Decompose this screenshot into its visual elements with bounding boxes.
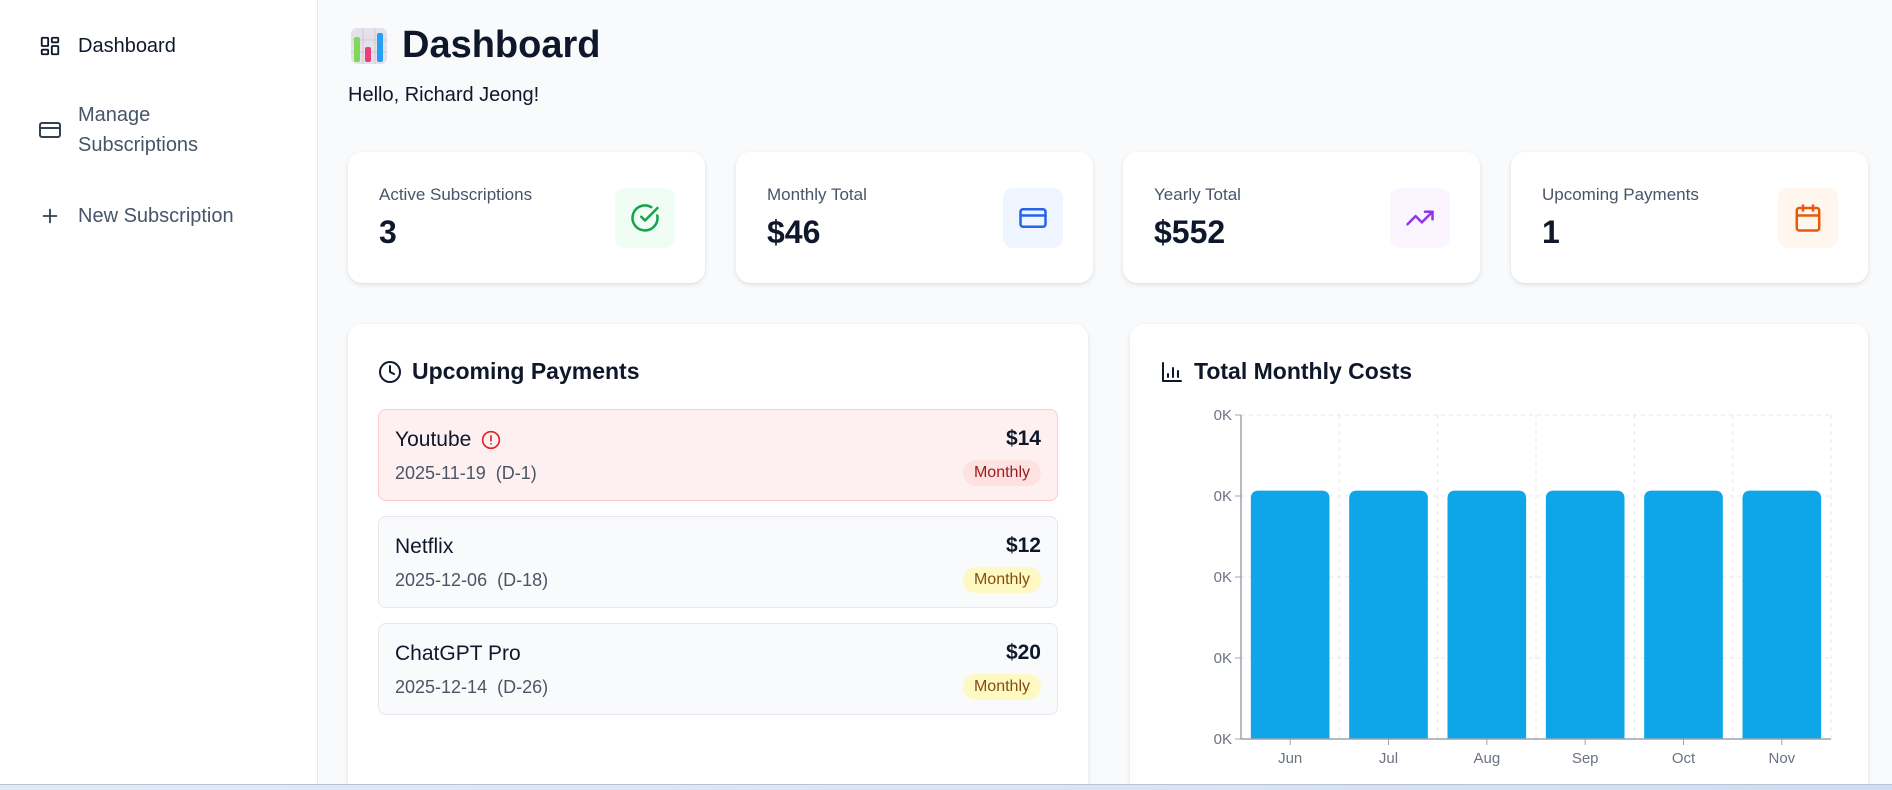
svg-text:0K: 0K: [1214, 569, 1232, 586]
stat-label: Monthly Total: [767, 185, 867, 204]
alert-circle-icon: [481, 430, 501, 450]
payment-date: 2025-12-14 (D-26): [395, 677, 549, 697]
payment-item-chatgpt-pro[interactable]: ChatGPT Pro 2025-12-14 (D-26) $20 Monthl…: [378, 623, 1058, 715]
trending-up-icon: [1390, 188, 1450, 248]
taskbar-edge: [0, 784, 1892, 790]
billing-cycle-badge: Monthly: [962, 674, 1041, 700]
stat-value: 1: [1542, 214, 1560, 250]
svg-text:0K: 0K: [1214, 407, 1232, 424]
calendar-icon: [1778, 188, 1838, 248]
sidebar-item-label: Manage Subscriptions: [78, 104, 199, 156]
payment-item-netflix[interactable]: Netflix 2025-12-06 (D-18) $12 Monthly: [378, 516, 1058, 608]
svg-text:Aug: Aug: [1473, 750, 1500, 767]
stat-card-yearly-total: Yearly Total $552: [1123, 152, 1480, 283]
svg-text:Jul: Jul: [1379, 750, 1398, 767]
bar-chart-icon: [1160, 360, 1184, 384]
stat-value: 3: [379, 214, 397, 250]
chart-bar-oct[interactable]: [1644, 490, 1723, 739]
svg-text:Nov: Nov: [1768, 750, 1795, 767]
stat-card-monthly-total: Monthly Total $46: [736, 152, 1093, 283]
payment-dday: (D-1): [495, 463, 537, 483]
billing-cycle-badge: Monthly: [962, 567, 1041, 593]
chart-bar-sep[interactable]: [1545, 490, 1625, 739]
upcoming-payments-panel: Upcoming Payments Youtube 2025-11-19 (D-…: [348, 324, 1088, 790]
svg-text:Oct: Oct: [1672, 750, 1696, 767]
main-content: Dashboard Hello, Richard Jeong! Active S…: [318, 0, 1892, 790]
stat-card-active-subscriptions: Active Subscriptions 3: [348, 152, 705, 283]
credit-card-icon: [1003, 188, 1063, 248]
payment-amount: $20: [1005, 641, 1041, 664]
chart-bar-jul[interactable]: [1349, 490, 1428, 739]
svg-text:0K: 0K: [1214, 731, 1232, 748]
sidebar-item-manage-subscriptions[interactable]: Manage Subscriptions: [38, 100, 278, 160]
payment-name: ChatGPT Pro: [395, 642, 521, 665]
monthly-costs-bar-chart: 0K 0K 0K 0K 0K Jun Jul Aug Sep Oct Nov: [1214, 407, 1832, 767]
stat-label: Yearly Total: [1154, 185, 1241, 204]
layout-dashboard-icon: [38, 34, 62, 58]
payment-amount: $14: [1005, 427, 1041, 450]
sidebar: Dashboard Manage Subscriptions New Subsc…: [0, 0, 318, 784]
payment-item-youtube[interactable]: Youtube 2025-11-19 (D-1) $14 Monthly: [378, 409, 1058, 501]
plus-icon: [38, 204, 62, 228]
payment-name: Netflix: [395, 535, 454, 558]
payment-name: Youtube: [395, 428, 472, 451]
check-circle-icon: [615, 188, 675, 248]
monthly-costs-panel: Total Monthly Costs 0K 0K 0K 0K 0K Jun Jul Aug S…: [1130, 324, 1868, 790]
sidebar-item-new-subscription[interactable]: New Subscription: [38, 201, 234, 231]
chart-bar-jun[interactable]: [1250, 490, 1330, 739]
payment-dday: (D-18): [497, 570, 549, 590]
chart-bar-aug[interactable]: [1447, 490, 1527, 739]
credit-card-icon: [38, 118, 62, 142]
panel-title: Total Monthly Costs: [1160, 358, 1412, 385]
svg-text:Sep: Sep: [1572, 750, 1599, 767]
stat-label: Upcoming Payments: [1542, 185, 1699, 204]
stat-value: $46: [767, 214, 821, 250]
payment-amount: $12: [1005, 534, 1041, 557]
stat-card-upcoming-payments: Upcoming Payments 1: [1511, 152, 1868, 283]
svg-text:Jun: Jun: [1278, 750, 1302, 767]
page-title: Dashboard: [350, 24, 600, 67]
payment-date: 2025-11-19 (D-1): [395, 463, 537, 483]
clock-icon: [378, 360, 402, 384]
panel-title: Upcoming Payments: [378, 358, 640, 385]
svg-text:0K: 0K: [1214, 488, 1232, 505]
payment-dday: (D-26): [497, 677, 549, 697]
svg-text:0K: 0K: [1214, 650, 1232, 667]
sidebar-item-label: Dashboard: [78, 35, 176, 57]
greeting-text: Hello, Richard Jeong!: [348, 84, 540, 106]
stat-label: Active Subscriptions: [379, 185, 533, 204]
billing-cycle-badge: Monthly: [962, 460, 1041, 486]
page-title-text: Dashboard: [402, 24, 601, 66]
chart-bar-nov[interactable]: [1742, 490, 1822, 739]
sidebar-item-label: New Subscription: [78, 205, 234, 227]
payment-date: 2025-12-06 (D-18): [395, 570, 549, 590]
bar-chart-emoji-icon: [350, 27, 388, 65]
sidebar-item-dashboard[interactable]: Dashboard: [38, 31, 176, 61]
stat-value: $552: [1154, 214, 1226, 250]
